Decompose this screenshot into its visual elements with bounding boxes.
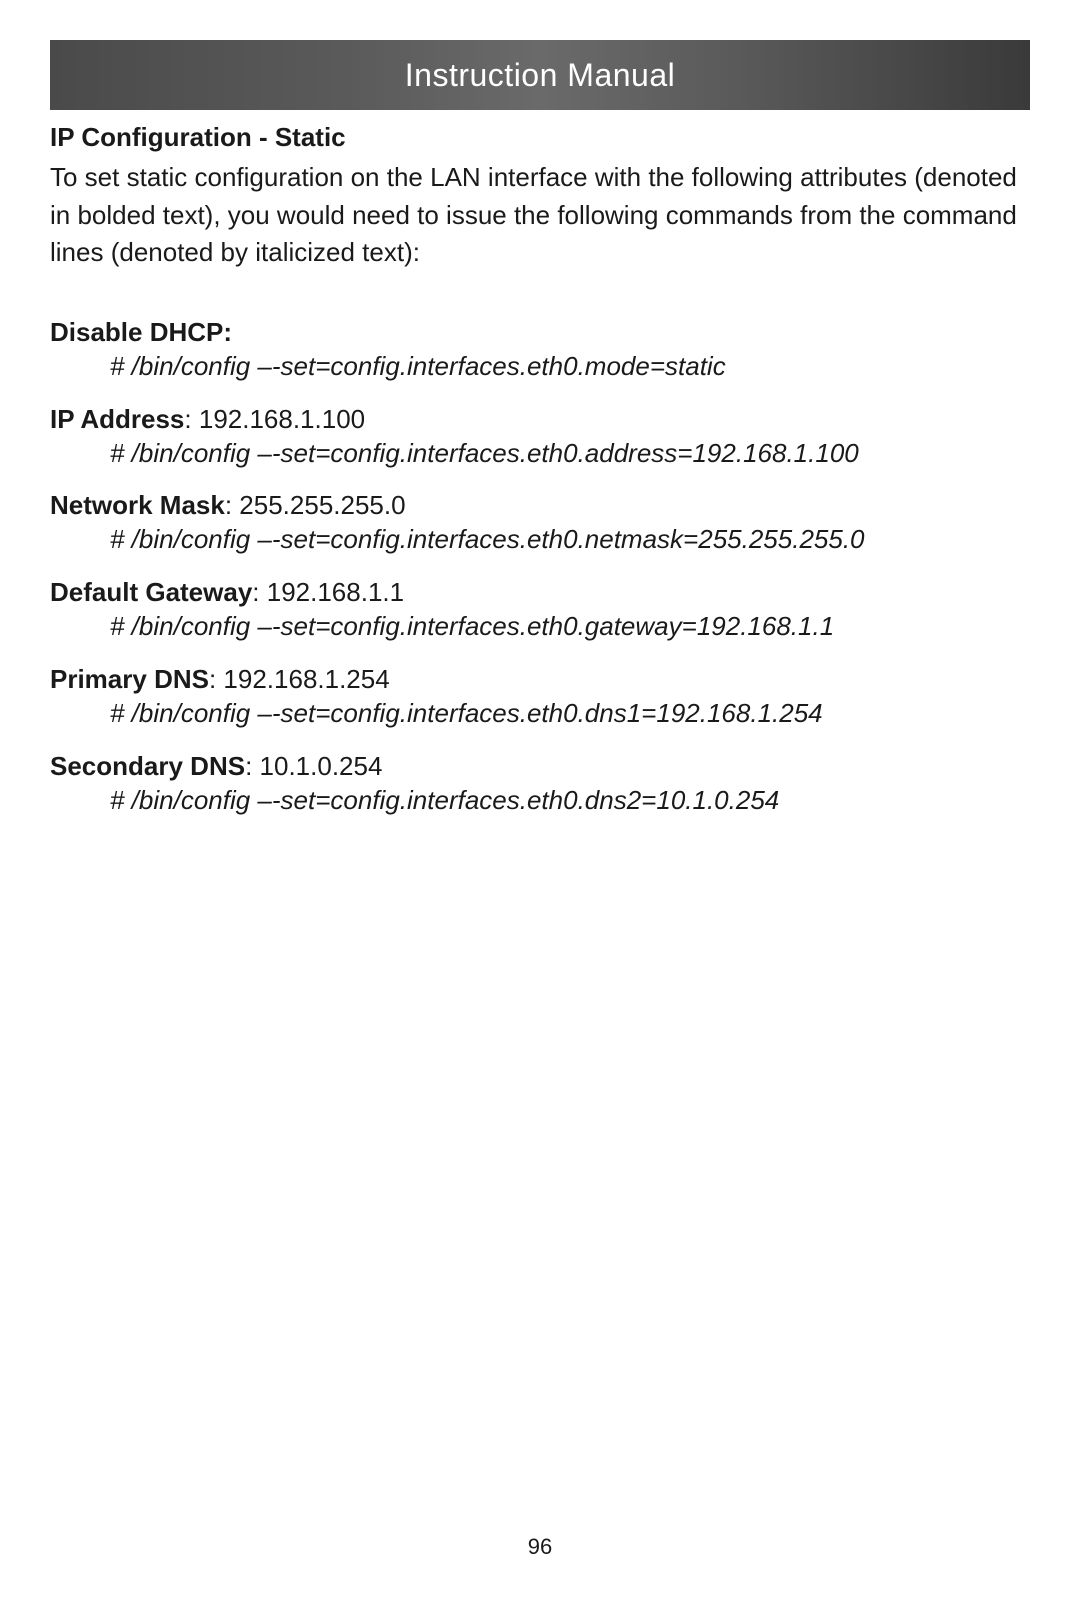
config-command: # /bin/config –-set=config.interfaces.et… [50,695,1030,733]
config-block: Network Mask: 255.255.255.0 # /bin/confi… [50,490,1030,559]
config-value: : 192.168.1.100 [184,404,365,434]
config-command: # /bin/config –-set=config.interfaces.et… [50,521,1030,559]
page-number: 96 [0,1534,1080,1560]
config-label: IP Address [50,404,184,434]
config-block: IP Address: 192.168.1.100 # /bin/config … [50,404,1030,473]
config-value: : 10.1.0.254 [245,751,382,781]
config-value: : 255.255.255.0 [225,490,406,520]
config-command: # /bin/config –-set=config.interfaces.et… [50,782,1030,820]
config-value: : 192.168.1.1 [252,577,404,607]
config-line: Secondary DNS: 10.1.0.254 [50,751,1030,782]
config-line: Default Gateway: 192.168.1.1 [50,577,1030,608]
header-bar: Instruction Manual [50,40,1030,110]
config-command: # /bin/config –-set=config.interfaces.et… [50,608,1030,646]
section-intro: To set static configuration on the LAN i… [50,159,1030,272]
section-title: IP Configuration - Static [50,122,1030,153]
config-label: Default Gateway [50,577,252,607]
config-line: Disable DHCP: [50,317,1030,348]
config-label: Primary DNS [50,664,209,694]
config-command: # /bin/config –-set=config.interfaces.et… [50,435,1030,473]
config-label: Network Mask [50,490,225,520]
config-line: IP Address: 192.168.1.100 [50,404,1030,435]
config-value: : 192.168.1.254 [209,664,390,694]
config-command: # /bin/config –-set=config.interfaces.et… [50,348,1030,386]
config-block: Default Gateway: 192.168.1.1 # /bin/conf… [50,577,1030,646]
config-label: Secondary DNS [50,751,245,781]
header-title: Instruction Manual [405,57,675,94]
page-container: Instruction Manual IP Configuration - St… [0,0,1080,1620]
config-line: Network Mask: 255.255.255.0 [50,490,1030,521]
config-block: Disable DHCP: # /bin/config –-set=config… [50,317,1030,386]
config-block: Secondary DNS: 10.1.0.254 # /bin/config … [50,751,1030,820]
config-block: Primary DNS: 192.168.1.254 # /bin/config… [50,664,1030,733]
config-line: Primary DNS: 192.168.1.254 [50,664,1030,695]
config-label: Disable DHCP: [50,317,232,347]
